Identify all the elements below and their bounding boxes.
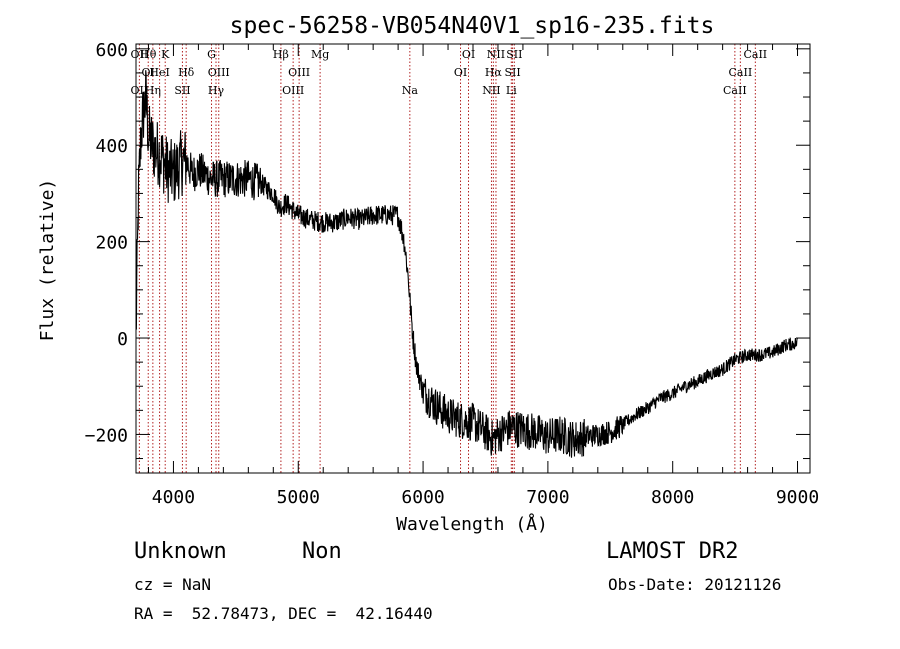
spectrum-line	[135, 70, 798, 458]
line-label: Hδ	[178, 66, 195, 79]
line-label: OIII	[288, 66, 310, 79]
x-axis-label: Wavelength (Å)	[396, 513, 548, 535]
line-label: SII	[506, 48, 522, 61]
y-axis-label: Flux (relative)	[37, 179, 58, 342]
redshift-cz: cz = NaN	[134, 575, 212, 594]
line-label: NII	[482, 84, 500, 97]
chart-title: spec-56258-VB054N40V1_sp16-235.fits	[230, 13, 715, 39]
line-label: Hθ	[140, 48, 157, 61]
line-label: SII	[504, 66, 520, 79]
x-tick-label: 9000	[776, 487, 819, 508]
spectral-line-labels: OIIOIIHθOIHηHeIKSIIHδGHγOIIIHβOIIIOIIIMg…	[131, 48, 768, 97]
line-label: CaII	[723, 84, 747, 97]
line-label: OII	[131, 48, 149, 61]
y-axis-ticks: −200 0 200 400 600	[85, 40, 810, 460]
line-label: CaII	[729, 66, 753, 79]
x-tick-label: 7000	[526, 487, 569, 508]
line-label: Hγ	[208, 84, 225, 97]
line-label: K	[161, 48, 170, 61]
line-label: Hβ	[273, 48, 289, 61]
spectral-line-markers	[138, 44, 756, 473]
observation-date: Obs-Date: 20121126	[608, 575, 782, 594]
y-tick-label: 600	[95, 40, 128, 61]
line-label: CaII	[743, 48, 767, 61]
line-label: Li	[506, 84, 517, 97]
x-tick-label: 8000	[651, 487, 694, 508]
x-tick-label: 4000	[152, 487, 195, 508]
x-axis-ticks: 4000 5000 6000 7000 8000 9000	[147, 44, 819, 508]
line-label: HeI	[149, 66, 169, 79]
y-tick-label: 200	[95, 233, 128, 254]
line-label: OII	[131, 84, 149, 97]
x-tick-label: 6000	[401, 487, 444, 508]
x-tick-label: 5000	[277, 487, 320, 508]
coordinates: RA = 52.78473, DEC = 42.16440	[134, 604, 433, 623]
line-label: SII	[174, 84, 190, 97]
line-label: OI	[142, 66, 155, 79]
survey-name: LAMOST DR2	[606, 539, 739, 564]
spectral-class: Unknown	[134, 539, 227, 564]
line-label: G	[207, 48, 216, 61]
spectral-subclass: Non	[302, 539, 342, 564]
line-label: OI	[462, 48, 475, 61]
line-label: Hα	[485, 66, 503, 79]
spectrum-series	[135, 70, 798, 458]
y-tick-label: −200	[85, 425, 128, 446]
y-tick-label: 0	[117, 329, 128, 350]
line-label: OIII	[282, 84, 304, 97]
line-label: OIII	[208, 66, 230, 79]
line-label: OI	[454, 66, 467, 79]
line-label: Na	[402, 84, 419, 97]
y-tick-label: 400	[95, 136, 128, 157]
line-label: Mg	[311, 48, 329, 61]
line-label: NII	[487, 48, 505, 61]
line-label: Hη	[145, 84, 161, 97]
